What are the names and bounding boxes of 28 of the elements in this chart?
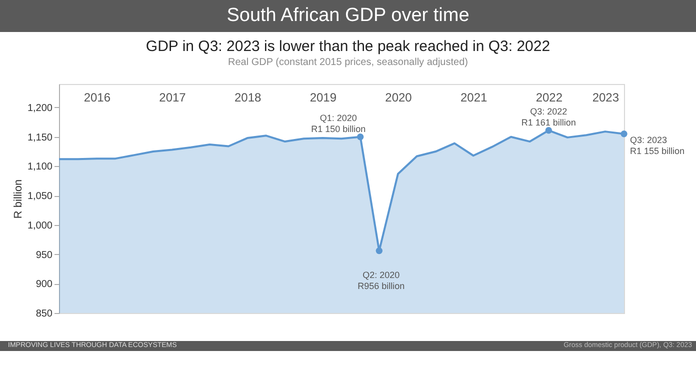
x-tick-label: 2019 bbox=[310, 90, 337, 104]
y-tick-label: 850 bbox=[36, 308, 53, 320]
y-tick-label: 1,050 bbox=[27, 191, 53, 202]
x-tick-label: 2017 bbox=[159, 90, 186, 104]
x-tick-label: 2023 bbox=[592, 90, 620, 104]
text: Q3: 2023 R1 155 billion bbox=[630, 134, 685, 156]
x-tick-label: 2018 bbox=[234, 90, 262, 104]
x-tick-label: 2021 bbox=[460, 90, 488, 104]
y-tick-label: 950 bbox=[36, 250, 53, 261]
y-tick-label: 900 bbox=[36, 279, 53, 290]
annotation: Q2: 2020 R956 billion bbox=[358, 270, 405, 291]
chart-title: South African GDP over time bbox=[0, 0, 696, 32]
point bbox=[376, 247, 383, 254]
annotation: Q1: 2020 R1 150 billion bbox=[311, 112, 366, 134]
text: Real GDP (constant 2015 prices, seasonally adjusted) bbox=[227, 57, 469, 68]
y-tick-label: 1,000 bbox=[27, 220, 53, 232]
annotation: Q3: 2022 R1 161 billion bbox=[521, 106, 576, 128]
y-tick-label: 1,150 bbox=[27, 132, 53, 144]
y-axis-title: R billion bbox=[12, 179, 24, 219]
x-tick-label: 2020 bbox=[385, 90, 412, 104]
point bbox=[545, 127, 552, 134]
x-tick-label: 2016 bbox=[84, 90, 111, 104]
chart-subtitle: GDP in Q3: 2023 is lower than the peak reached in Q3: 2022 bbox=[144, 38, 552, 55]
point bbox=[620, 130, 628, 138]
y-tick-label: 1,100 bbox=[27, 162, 53, 173]
y-tick-label: 1,200 bbox=[27, 102, 53, 114]
x-tick-label: 2022 bbox=[536, 90, 563, 104]
point bbox=[356, 134, 364, 140]
